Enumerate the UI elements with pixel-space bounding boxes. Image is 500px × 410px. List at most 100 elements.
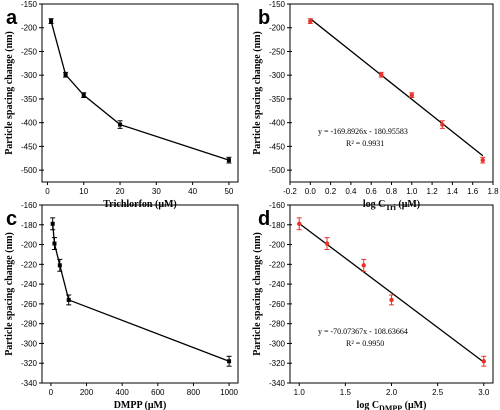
y-axis-title: Particle spacing change (nm) <box>252 232 263 356</box>
x-tick-label: 0.0 <box>305 187 317 196</box>
panel-c: c -160 -180 -200 -220 -240 -260 -280 -300 -320 -34… <box>4 201 239 410</box>
data-point <box>226 158 231 163</box>
y-tick-label: -300 <box>269 339 286 348</box>
panel-b: b-150 -200 -250 -300 -350 -400 -450 -500 -0.2 0.0… <box>252 0 499 212</box>
y-tick-label: -240 <box>269 280 286 289</box>
x-tick-label: 1.2 <box>427 187 439 196</box>
x-tick-label: 200 <box>80 388 94 397</box>
y-tick-label: -260 <box>269 300 286 309</box>
y-axis-title: Particle spacing change (nm) <box>4 232 15 356</box>
y-tick-label: -240 <box>21 280 38 289</box>
y-axis-title: Particle spacing change (nm) <box>4 31 15 155</box>
panel-d: d-160 -180 -200 -220 -240 -260 -280 -300 -320 -34… <box>252 201 494 410</box>
fit-equation: y = -169.8926x - 180.95583 <box>318 127 408 136</box>
y-tick-label: -300 <box>21 71 38 80</box>
data-point <box>389 297 394 303</box>
fit-equation: y = -70.07367x - 108.63664 <box>318 327 408 336</box>
data-point <box>308 18 313 24</box>
data-point <box>66 297 71 302</box>
data-point <box>440 122 445 127</box>
y-tick-label: -450 <box>269 142 286 151</box>
y-tick-label: -200 <box>269 241 286 250</box>
data-point <box>57 263 62 268</box>
y-tick-label: -300 <box>21 339 38 348</box>
y-tick-label: -280 <box>21 320 38 329</box>
data-point <box>361 263 366 268</box>
x-tick-label: 1.5 <box>340 388 352 397</box>
y-tick-label: -220 <box>269 260 286 269</box>
panel-letter: c <box>6 208 17 230</box>
x-axis-title-tail: (μM) <box>402 400 426 410</box>
x-tick-label: 40 <box>188 187 197 196</box>
x-tick-label: -0.2 <box>283 187 297 196</box>
x-tick-label: 0 <box>45 187 50 196</box>
y-tick-label: -150 <box>269 0 286 9</box>
x-tick-label: 0.8 <box>386 187 398 196</box>
data-point <box>481 359 486 364</box>
x-tick-label: 2.0 <box>386 388 398 397</box>
y-axis-title: Particle spacing change (nm) <box>252 31 263 155</box>
series-line <box>52 223 230 362</box>
y-tick-label: -200 <box>269 24 286 33</box>
x-tick-label: 1.4 <box>447 187 459 196</box>
y-tick-label: -220 <box>21 260 38 269</box>
data-point <box>81 93 86 98</box>
data-point <box>118 122 123 127</box>
r-squared: R² = 0.9931 <box>346 139 384 148</box>
x-tick-label: 1000 <box>220 388 238 397</box>
x-tick-label: 50 <box>224 187 233 196</box>
data-point <box>409 92 414 98</box>
data-point <box>49 19 54 24</box>
x-axis-title-main: log C <box>357 400 380 410</box>
y-tick-label: -160 <box>21 201 38 210</box>
data-point <box>52 241 57 246</box>
y-tick-label: -320 <box>269 359 286 368</box>
y-tick-label: -250 <box>21 47 38 56</box>
data-point <box>50 221 55 226</box>
y-tick-label: -400 <box>21 119 38 128</box>
y-tick-label: -250 <box>269 47 286 56</box>
data-point <box>63 72 68 77</box>
panel-letter: d <box>258 208 270 230</box>
x-tick-label: 10 <box>79 187 88 196</box>
y-tick-label: -450 <box>21 142 38 151</box>
plot-frame <box>289 204 494 384</box>
y-tick-label: -340 <box>269 379 286 388</box>
plot-frame <box>289 3 494 183</box>
x-tick-label: 1.8 <box>487 187 499 196</box>
y-tick-label: -350 <box>21 95 38 104</box>
x-tick-label: 1.0 <box>406 187 418 196</box>
y-tick-label: -180 <box>21 221 38 230</box>
x-tick-label: 400 <box>116 388 130 397</box>
x-tick-label: 2.5 <box>432 388 444 397</box>
y-tick-label: -350 <box>269 95 286 104</box>
y-tick-label: -320 <box>21 359 38 368</box>
y-tick-label: -260 <box>21 300 38 309</box>
data-point <box>324 241 330 246</box>
y-tick-label: -300 <box>269 71 286 80</box>
x-tick-label: 0 <box>49 388 54 397</box>
x-tick-label: 20 <box>116 187 125 196</box>
x-axis-title: DMPP (μM) <box>114 400 167 410</box>
series-line <box>50 20 230 161</box>
y-tick-label: -160 <box>269 201 286 210</box>
data-point <box>297 221 302 226</box>
y-tick-label: -280 <box>269 320 286 329</box>
y-tick-label: -180 <box>269 221 286 230</box>
fit-line <box>298 222 485 363</box>
x-tick-label: 30 <box>152 187 161 196</box>
panel-letter: a <box>6 7 18 29</box>
data-point <box>227 359 232 364</box>
x-axis-title: log CDMPP (μM) <box>357 400 427 410</box>
plot-frame <box>41 204 239 384</box>
y-tick-label: -500 <box>269 166 286 175</box>
x-tick-label: 0.6 <box>366 187 378 196</box>
r-squared: R² = 0.9950 <box>346 339 384 348</box>
x-axis-title-sub: Tri <box>385 203 396 212</box>
x-axis-title-sub: DMPP <box>379 404 402 410</box>
panel-a: a-150 -200 -250 -300 -350 -400 -450 -500 0 10 20 30… <box>4 0 239 210</box>
y-tick-label: -150 <box>21 0 38 9</box>
data-point <box>379 72 384 77</box>
y-tick-label: -500 <box>21 166 38 175</box>
